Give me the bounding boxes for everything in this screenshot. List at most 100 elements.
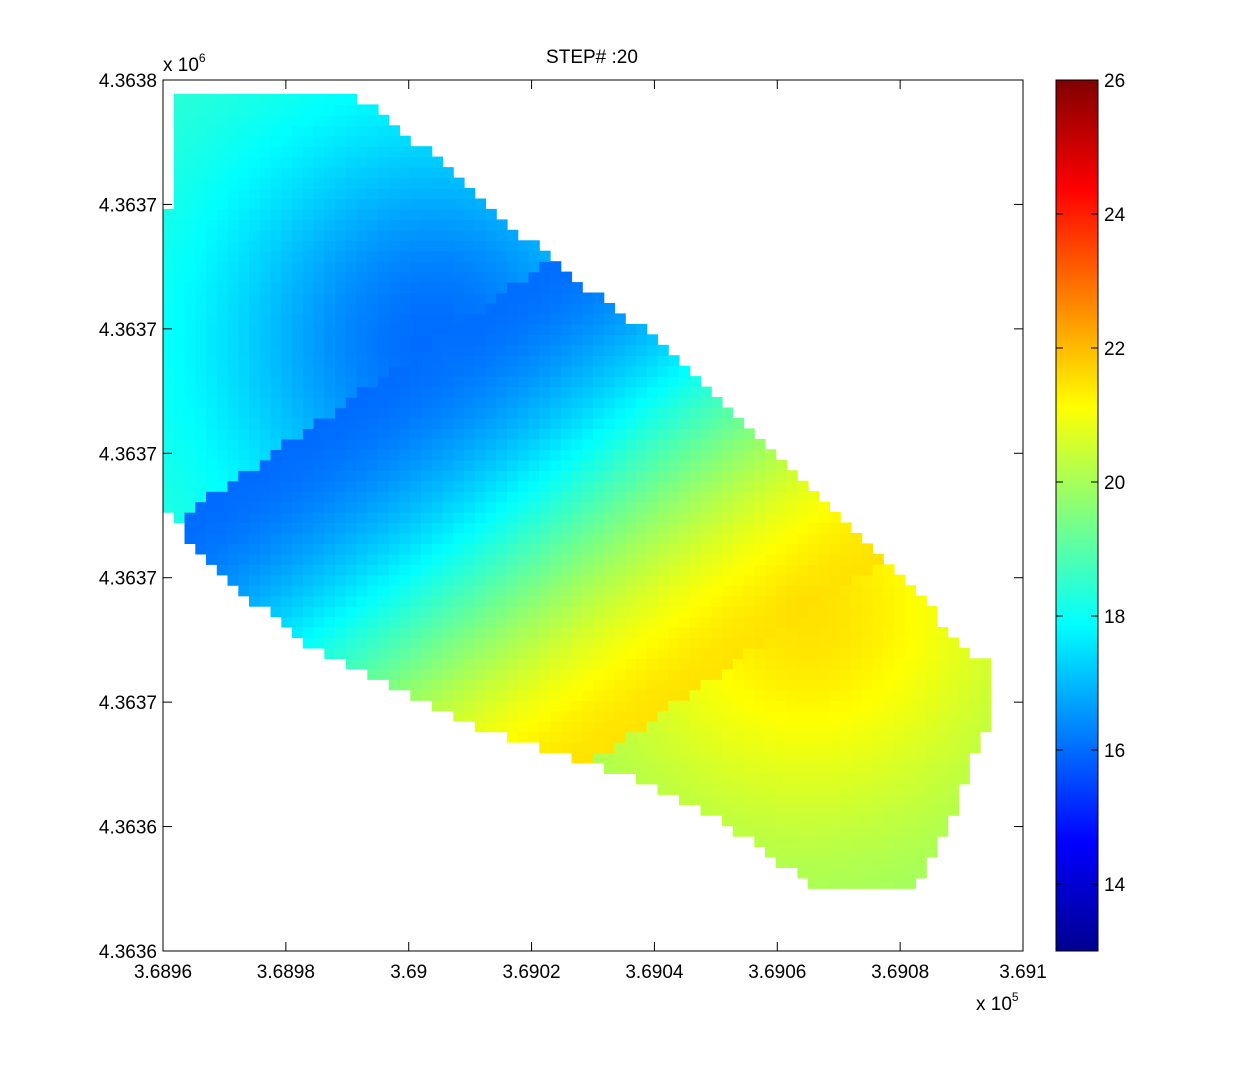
- heatmap-cell: [829, 773, 841, 785]
- heatmap-cell: [163, 491, 175, 503]
- heatmap-cell: [292, 376, 304, 388]
- x-tick-label: 3.6896: [134, 962, 192, 983]
- heatmap-cell: [388, 292, 401, 304]
- heatmap-cell: [668, 710, 680, 722]
- heatmap-cell: [679, 721, 691, 733]
- heatmap-cell: [453, 564, 465, 576]
- heatmap-cell: [442, 606, 454, 618]
- heatmap-cell: [722, 522, 734, 534]
- heatmap-cell: [270, 501, 282, 513]
- heatmap-cell: [560, 459, 573, 471]
- heatmap-cell: [775, 846, 788, 858]
- heatmap-cell: [302, 606, 315, 618]
- heatmap-cell: [313, 344, 325, 356]
- heatmap-cell: [646, 595, 659, 607]
- heatmap-cell: [388, 397, 401, 409]
- heatmap-cell: [593, 512, 605, 524]
- heatmap-cell: [485, 710, 497, 722]
- heatmap-cell: [743, 762, 755, 774]
- heatmap-cell: [679, 616, 691, 628]
- heatmap-cell: [163, 323, 175, 335]
- heatmap-cell: [808, 846, 820, 858]
- heatmap-cell: [216, 135, 229, 147]
- heatmap-cell: [259, 261, 272, 273]
- heatmap-cell: [754, 825, 766, 837]
- heatmap-cell: [173, 229, 186, 241]
- heatmap-cell: [281, 313, 293, 325]
- heatmap-cell: [840, 825, 852, 837]
- heatmap-cell: [775, 689, 788, 701]
- heatmap-cell: [722, 700, 734, 712]
- heatmap-cell: [399, 386, 411, 398]
- heatmap-cell: [206, 240, 218, 252]
- heatmap-cell: [775, 491, 788, 503]
- heatmap-cell: [464, 344, 476, 356]
- heatmap-cell: [496, 365, 508, 377]
- heatmap-cell: [840, 836, 852, 848]
- heatmap-cell: [904, 856, 917, 868]
- heatmap-cell: [539, 397, 551, 409]
- heatmap-cell: [722, 553, 734, 565]
- heatmap-cell: [625, 522, 637, 534]
- heatmap-cell: [689, 731, 702, 743]
- heatmap-cell: [431, 261, 444, 273]
- heatmap-cell: [775, 637, 788, 649]
- heatmap-cell: [883, 658, 895, 670]
- heatmap-cell: [206, 376, 218, 388]
- heatmap-cell: [367, 428, 379, 440]
- heatmap-cell: [711, 794, 723, 806]
- heatmap-cell: [732, 438, 745, 450]
- heatmap-cell: [270, 167, 282, 179]
- heatmap-cell: [614, 606, 626, 618]
- heatmap-cell: [732, 710, 745, 722]
- x-tick-label: 3.6902: [503, 962, 561, 983]
- heatmap-cell: [517, 334, 530, 346]
- heatmap-cell: [603, 459, 616, 471]
- heatmap-cell: [786, 679, 798, 691]
- heatmap-cell: [378, 512, 390, 524]
- heatmap-cell: [507, 553, 519, 565]
- heatmap-cell: [313, 627, 325, 639]
- heatmap-cell: [345, 93, 358, 105]
- heatmap-cell: [550, 491, 562, 503]
- heatmap-cell: [711, 585, 723, 597]
- heatmap-cell: [700, 721, 712, 733]
- heatmap-cell: [345, 585, 358, 597]
- heatmap-cell: [388, 616, 401, 628]
- heatmap-cell: [356, 428, 368, 440]
- heatmap-cell: [206, 114, 218, 126]
- heatmap-cell: [840, 710, 852, 722]
- colorbar-tick-label: 14: [1104, 875, 1126, 896]
- heatmap-cell: [281, 407, 293, 419]
- heatmap-cell: [861, 825, 874, 837]
- heatmap-cell: [571, 668, 583, 680]
- heatmap-cell: [378, 668, 390, 680]
- heatmap-cell: [335, 250, 347, 262]
- heatmap-cell: [453, 606, 465, 618]
- heatmap-cell: [904, 836, 917, 848]
- heatmap-cell: [582, 303, 594, 315]
- heatmap-cell: [464, 585, 476, 597]
- heatmap-cell: [636, 459, 648, 471]
- heatmap-cell: [732, 543, 745, 555]
- heatmap-cell: [947, 710, 960, 722]
- heatmap-cell: [829, 731, 841, 743]
- heatmap-cell: [528, 700, 540, 712]
- heatmap-cell: [345, 407, 358, 419]
- heatmap-cell: [388, 125, 401, 137]
- heatmap-cell: [399, 449, 411, 461]
- heatmap-cell: [507, 689, 519, 701]
- heatmap-cell: [517, 386, 530, 398]
- heatmap-cell: [238, 229, 250, 241]
- heatmap-cell: [851, 783, 863, 795]
- heatmap-cell: [442, 292, 454, 304]
- heatmap-cell: [883, 637, 895, 649]
- heatmap-cell: [851, 752, 863, 764]
- heatmap-cell: [442, 198, 454, 210]
- heatmap-cell: [915, 783, 927, 795]
- heatmap-cell: [593, 595, 605, 607]
- heatmap-cell: [732, 700, 745, 712]
- heatmap-cell: [399, 146, 411, 158]
- heatmap-cell: [646, 470, 659, 482]
- heatmap-cell: [356, 177, 368, 189]
